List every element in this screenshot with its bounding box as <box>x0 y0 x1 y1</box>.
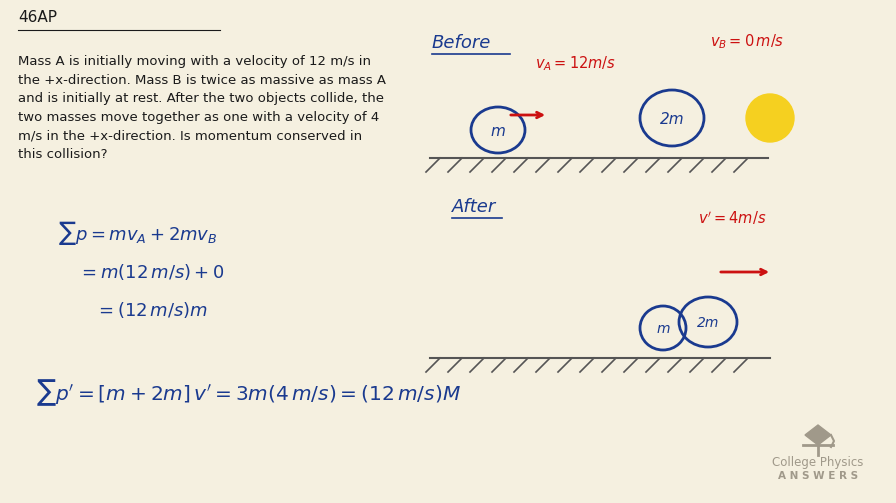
Text: Before: Before <box>432 34 491 52</box>
Text: $v'=4m/s$: $v'=4m/s$ <box>698 209 766 227</box>
Text: $v_B=0\,m/s$: $v_B=0\,m/s$ <box>710 32 784 51</box>
Text: $v_A=12m/s$: $v_A=12m/s$ <box>535 54 616 73</box>
Text: $= (12\,m/s)m$: $= (12\,m/s)m$ <box>95 300 208 320</box>
Polygon shape <box>805 425 831 445</box>
Text: 2m: 2m <box>659 112 685 126</box>
Text: College Physics: College Physics <box>772 456 864 469</box>
Text: Mass A is initially moving with a velocity of 12 m/s in
the +x-direction. Mass B: Mass A is initially moving with a veloci… <box>18 55 386 160</box>
Text: After: After <box>452 198 496 216</box>
Text: $\sum p' = [m+2m]\,v' = 3m(4\,m/s) = (12\,m/s)M$: $\sum p' = [m+2m]\,v' = 3m(4\,m/s) = (12… <box>36 377 461 408</box>
Text: 2m: 2m <box>697 316 719 330</box>
Text: $= m(12\,m/s) + 0$: $= m(12\,m/s) + 0$ <box>78 262 225 282</box>
Text: m: m <box>491 124 505 138</box>
Text: m: m <box>656 322 669 336</box>
Text: $\sum p = mv_A + 2mv_B$: $\sum p = mv_A + 2mv_B$ <box>58 219 217 247</box>
Text: A N S W E R S: A N S W E R S <box>778 471 858 481</box>
Text: 46AP: 46AP <box>18 10 57 25</box>
Circle shape <box>746 94 794 142</box>
